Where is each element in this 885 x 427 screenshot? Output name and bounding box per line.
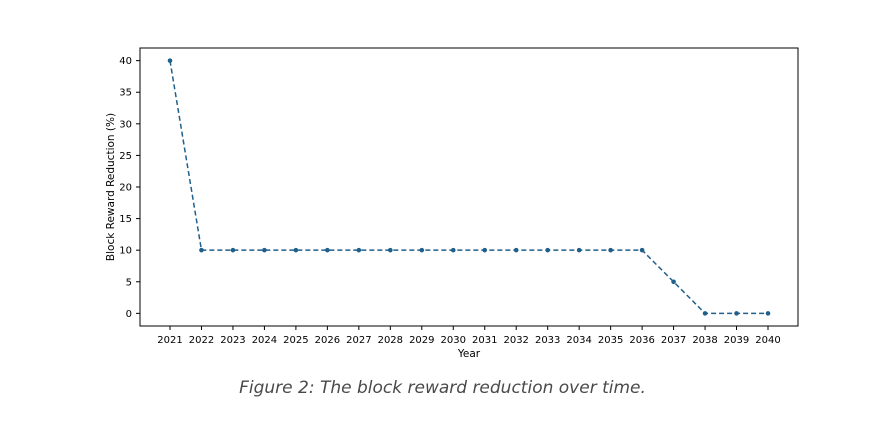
x-axis-title: Year (457, 348, 481, 360)
x-tick-label: 2039 (724, 335, 749, 346)
y-tick-label: 30 (119, 119, 132, 130)
data-point (702, 311, 708, 316)
figure-caption: Figure 2: The block reward reduction ove… (239, 378, 646, 398)
x-tick-label: 2027 (346, 335, 371, 346)
y-axis-ticks: 0 5 10 15 20 25 30 35 40 (119, 56, 140, 320)
data-point (671, 279, 676, 285)
data-point (325, 247, 330, 253)
x-tick-label: 2026 (315, 335, 340, 346)
x-tick-label: 2035 (598, 335, 623, 346)
y-tick-label: 15 (119, 214, 132, 225)
x-tick-label: 2028 (378, 335, 403, 346)
x-tick-label: 2034 (566, 335, 591, 346)
data-point (639, 247, 645, 253)
y-tick-label: 10 (119, 246, 132, 257)
x-tick-label: 2040 (755, 335, 780, 346)
data-point (199, 247, 204, 253)
data-point (167, 58, 173, 63)
y-tick-label: 20 (119, 183, 132, 194)
x-tick-label: 2037 (661, 335, 686, 346)
data-point (419, 247, 425, 253)
y-tick-label: 0 (126, 309, 132, 320)
y-tick-label: 25 (119, 151, 132, 162)
x-tick-label: 2038 (692, 335, 717, 346)
y-axis-title: Block Reward Reduction (%) (105, 113, 117, 261)
data-point (388, 247, 393, 253)
x-tick-label: 2025 (283, 335, 308, 346)
x-axis-ticks: 2021 2022 2023 2024 2025 2026 2027 2028 2029 2030… (157, 326, 781, 346)
series-group (167, 58, 771, 316)
x-tick-label: 2036 (629, 335, 654, 346)
x-tick-label: 2029 (409, 335, 434, 346)
data-point (608, 247, 613, 253)
data-point (545, 247, 550, 253)
x-tick-label: 2032 (503, 335, 528, 346)
data-point (513, 247, 519, 253)
series-line (169, 60, 768, 315)
y-tick-label: 40 (119, 56, 132, 67)
x-tick-label: 2022 (189, 335, 214, 346)
data-point (230, 247, 236, 253)
y-tick-label: 5 (126, 277, 132, 288)
data-point (576, 247, 582, 253)
x-tick-label: 2024 (252, 335, 277, 346)
x-tick-label: 2031 (472, 335, 497, 346)
data-point (262, 247, 267, 253)
x-tick-label: 2030 (441, 335, 466, 346)
data-point (765, 311, 771, 316)
data-point (734, 311, 739, 316)
data-point (356, 247, 362, 253)
x-tick-label: 2021 (157, 335, 182, 346)
x-tick-label: 2033 (535, 335, 560, 346)
x-tick-label: 2023 (220, 335, 245, 346)
data-point (293, 247, 299, 253)
y-tick-label: 35 (119, 88, 132, 99)
plot-area-frame (139, 47, 799, 327)
data-point (482, 247, 488, 253)
data-point (450, 247, 456, 253)
